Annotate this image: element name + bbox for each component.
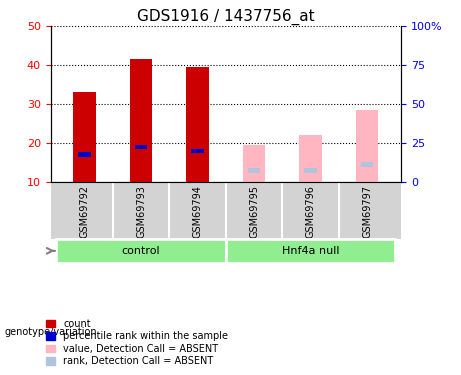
- Text: Hnf4a null: Hnf4a null: [282, 246, 339, 256]
- Legend: count, percentile rank within the sample, value, Detection Call = ABSENT, rank, : count, percentile rank within the sample…: [42, 315, 232, 370]
- Bar: [73, 93, 96, 182]
- Text: control: control: [122, 246, 160, 256]
- Title: GDS1916 / 1437756_at: GDS1916 / 1437756_at: [137, 9, 315, 25]
- Bar: [186, 67, 209, 182]
- Bar: [78, 152, 91, 157]
- Text: GSM69797: GSM69797: [362, 185, 372, 238]
- Bar: [243, 145, 266, 182]
- Bar: [356, 110, 378, 182]
- Bar: [299, 135, 322, 182]
- Bar: [304, 168, 317, 172]
- FancyBboxPatch shape: [56, 239, 226, 262]
- Text: genotype/variation: genotype/variation: [5, 327, 97, 337]
- Bar: [135, 145, 148, 149]
- Text: GSM69794: GSM69794: [193, 185, 203, 238]
- FancyBboxPatch shape: [226, 239, 396, 262]
- Text: GSM69795: GSM69795: [249, 185, 259, 238]
- Text: GSM69792: GSM69792: [80, 185, 89, 238]
- Bar: [361, 162, 373, 167]
- Text: GSM69796: GSM69796: [306, 185, 316, 238]
- Bar: [248, 168, 260, 172]
- Bar: [191, 148, 204, 153]
- Text: GSM69793: GSM69793: [136, 185, 146, 238]
- Bar: [130, 59, 153, 182]
